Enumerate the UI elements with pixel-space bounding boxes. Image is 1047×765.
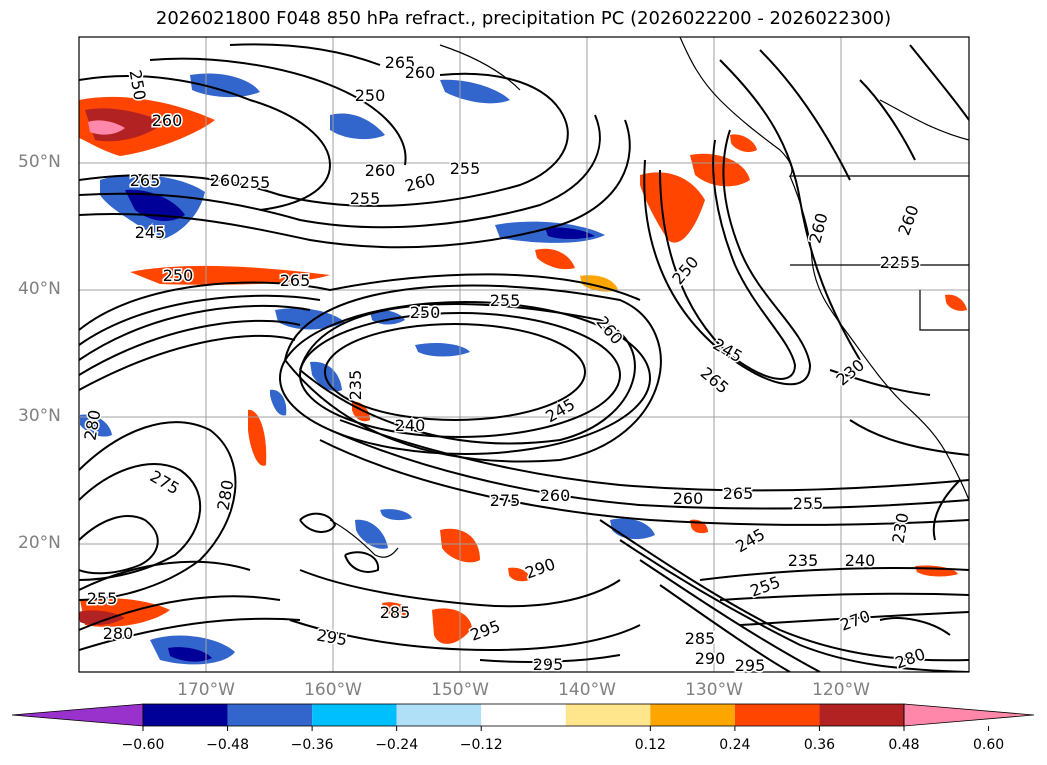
contour-label: 265 bbox=[385, 53, 416, 72]
colorbar-segment bbox=[565, 704, 651, 726]
contour-label: 260 bbox=[210, 171, 241, 190]
precip-negative-patch bbox=[545, 227, 595, 239]
precip-negative-patch bbox=[80, 414, 112, 437]
precip-shading bbox=[79, 73, 967, 665]
colorbar-segment bbox=[734, 704, 820, 726]
contour-label: 280 bbox=[103, 624, 134, 643]
colorbar-tick-label: −0.48 bbox=[206, 737, 249, 753]
precip-positive-patch bbox=[130, 265, 330, 285]
contour-label: 235 bbox=[788, 551, 819, 570]
colorbar-extend-high bbox=[903, 703, 1035, 727]
contour-label: 260 bbox=[403, 169, 437, 195]
contour-label: 255 bbox=[450, 159, 481, 178]
contour-label: 260 bbox=[152, 111, 183, 130]
colorbar-segment bbox=[650, 704, 735, 726]
contour-label: 245 bbox=[135, 223, 166, 242]
precip-positive-patch bbox=[432, 608, 472, 644]
colorbar-tick-label: 0.36 bbox=[803, 737, 836, 753]
precip-positive-patch bbox=[79, 610, 125, 626]
colorbar-tick-label: 0.12 bbox=[634, 737, 666, 753]
colorbar-segment bbox=[227, 704, 313, 726]
contour-label: 260 bbox=[365, 161, 396, 180]
contour-label: 285 bbox=[380, 603, 411, 622]
contour-label: 255 bbox=[240, 173, 271, 192]
precip-positive-patch bbox=[508, 567, 530, 582]
precip-positive-patch bbox=[382, 602, 410, 617]
contour-label: 240 bbox=[395, 416, 426, 435]
precip-positive-patch bbox=[945, 294, 967, 311]
coastlines bbox=[329, 37, 969, 558]
map-plot-area bbox=[79, 37, 969, 672]
lon-label-170w: 170°W bbox=[177, 680, 235, 700]
precip-positive-patch bbox=[690, 153, 750, 187]
colorbar-segment bbox=[312, 704, 397, 726]
contour-label: 265 bbox=[130, 171, 161, 190]
colorbar-segment bbox=[481, 704, 566, 726]
colorbar-tick-label: −0.12 bbox=[459, 737, 503, 753]
colorbar-segment bbox=[143, 704, 228, 726]
contour-label: 260 bbox=[540, 486, 571, 505]
colorbar bbox=[11, 703, 1035, 731]
lon-label-140w: 140°W bbox=[558, 680, 616, 700]
contour-label: 265 bbox=[723, 484, 754, 503]
contour-label: 255 bbox=[793, 494, 824, 513]
contour-label: 295 bbox=[533, 655, 564, 674]
precip-positive-patch bbox=[640, 172, 705, 243]
precip-negative-patch bbox=[380, 509, 412, 521]
precip-positive-patch bbox=[248, 409, 267, 466]
contour-label: 265 bbox=[280, 271, 311, 290]
precip-negative-patch bbox=[125, 189, 185, 222]
contour-label: 260 bbox=[405, 63, 436, 82]
map-frame bbox=[78, 36, 970, 673]
contour-label: 285 bbox=[685, 629, 716, 648]
contour-label: 275 bbox=[490, 491, 521, 510]
colorbar-tick-label: 0.24 bbox=[719, 737, 751, 753]
precip-negative-patch bbox=[168, 647, 212, 662]
lon-label-120w: 120°W bbox=[812, 680, 870, 700]
precip-negative-patch bbox=[190, 73, 260, 98]
contour-label: 255 bbox=[490, 291, 521, 310]
lat-label-40n: 40°N bbox=[18, 279, 61, 299]
precip-negative-patch bbox=[440, 79, 510, 104]
precip-positive-patch bbox=[535, 248, 575, 270]
contour-label: 240 bbox=[845, 551, 876, 570]
contour-label: 255 bbox=[350, 189, 381, 208]
refractivity-contours bbox=[79, 43, 969, 672]
contour-label: 250 bbox=[355, 86, 386, 105]
contour-label: 270 bbox=[880, 253, 911, 272]
contour-label: 235 bbox=[346, 370, 365, 401]
contour-label: 255 bbox=[87, 589, 118, 608]
lat-label-50n: 50°N bbox=[18, 152, 61, 172]
contour-label: 250 bbox=[410, 303, 441, 322]
precip-negative-patch bbox=[415, 342, 470, 357]
lon-label-130w: 130°W bbox=[685, 680, 743, 700]
colorbar-tick-label: 0.48 bbox=[888, 737, 920, 753]
contour-label: 255 bbox=[890, 253, 921, 272]
precip-positive-patch bbox=[88, 120, 125, 135]
colorbar-tick-label: −0.36 bbox=[290, 737, 334, 753]
contour-label: 260 bbox=[673, 489, 704, 508]
precip-negative-patch bbox=[330, 113, 385, 140]
colorbar-segment bbox=[819, 704, 904, 726]
precip-positive-patch bbox=[730, 134, 757, 153]
contour-label: 250 bbox=[163, 266, 194, 285]
precip-negative-patch bbox=[355, 519, 388, 549]
lat-label-30n: 30°N bbox=[18, 406, 61, 426]
map-title: 2026021800 F048 850 hPa refract., precip… bbox=[155, 8, 892, 29]
contour-label: 295 bbox=[735, 656, 766, 675]
contour-label: 290 bbox=[695, 649, 726, 668]
lon-label-160w: 160°W bbox=[304, 680, 362, 700]
lat-label-20n: 20°N bbox=[18, 533, 61, 553]
colorbar-segment bbox=[396, 704, 482, 726]
precip-negative-patch bbox=[270, 389, 287, 416]
colorbar-tick-label: 0.60 bbox=[972, 737, 1005, 753]
colorbar-tick-label: −0.24 bbox=[375, 737, 419, 753]
colorbar-tick-label: −0.60 bbox=[121, 737, 165, 753]
lon-label-150w: 150°W bbox=[431, 680, 489, 700]
colorbar-extend-low bbox=[11, 703, 144, 727]
precip-positive-patch bbox=[580, 275, 618, 292]
